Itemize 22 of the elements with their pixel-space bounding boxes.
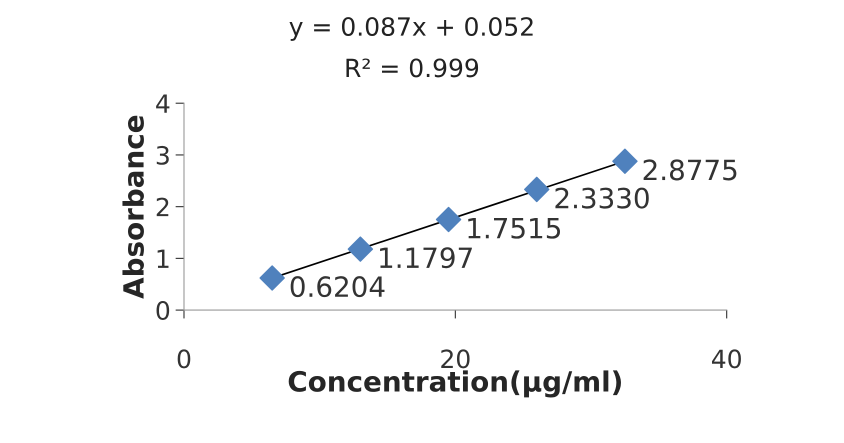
- data-label: 1.7515: [468, 218, 560, 239]
- y-tick-label: 3: [156, 146, 169, 165]
- data-label: 0.6204: [290, 276, 384, 298]
- x-tick-label: 40: [712, 349, 741, 368]
- y-axis-title: Absorbance: [122, 116, 144, 299]
- x-tick-label: 0: [178, 349, 190, 368]
- y-tick-label: 2: [156, 198, 168, 216]
- data-label: 1.1797: [380, 247, 472, 268]
- point: [259, 265, 285, 291]
- point: [612, 148, 638, 174]
- point: [524, 176, 550, 202]
- text: R² = 0.999: [346, 58, 478, 78]
- y-tick-label: 1: [158, 250, 168, 268]
- data-label: 2.3330: [555, 188, 649, 209]
- x-axis-title: Concentration(µg/ml): [288, 370, 621, 398]
- y-tick-label: 4: [156, 94, 170, 113]
- x-tick-label: 20: [441, 349, 470, 368]
- y-tick-label: 0: [156, 301, 170, 320]
- point: [436, 206, 462, 232]
- point: [348, 236, 374, 262]
- text: y = 0.087x + 0.052: [289, 17, 533, 41]
- data-label: 2.8775: [644, 159, 736, 180]
